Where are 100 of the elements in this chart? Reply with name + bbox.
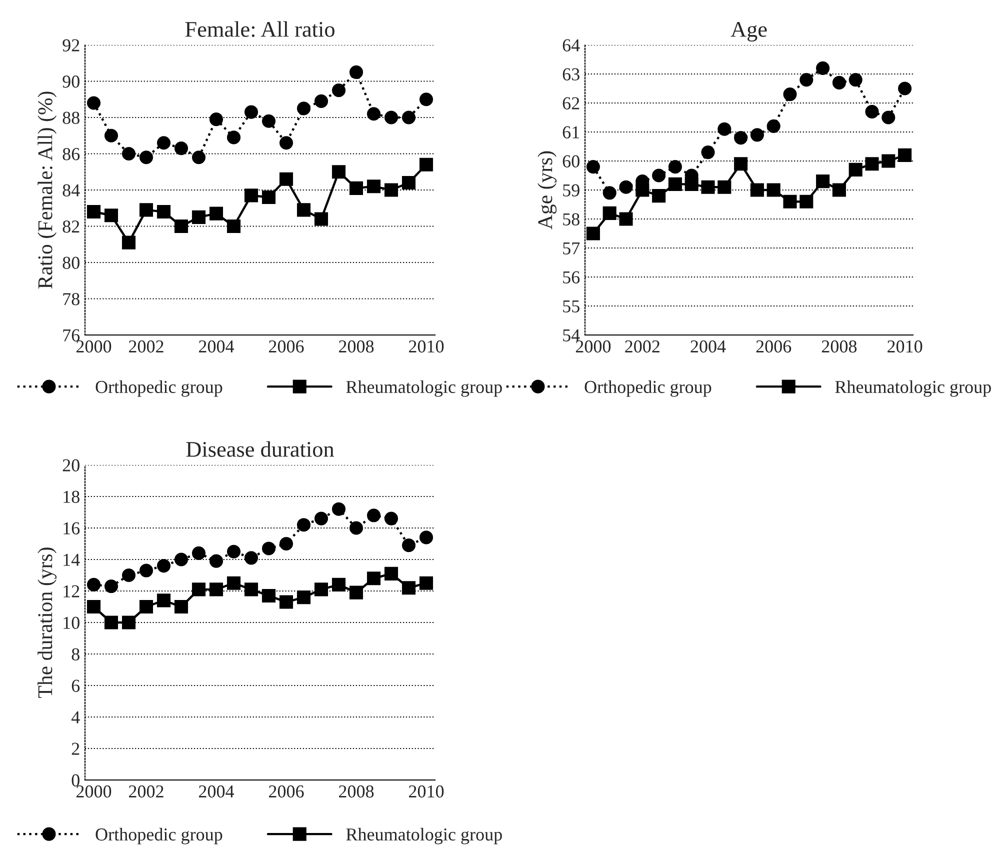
point [701, 180, 715, 194]
point [156, 136, 171, 150]
point [783, 88, 797, 102]
point [652, 168, 666, 182]
point [652, 189, 666, 203]
point [766, 183, 780, 197]
point [586, 226, 600, 240]
point [332, 165, 346, 179]
y-tick-label: 10 [64, 616, 80, 629]
x-tick-label: 2006 [756, 340, 792, 353]
y-tick-label: 62 [562, 97, 580, 110]
point [349, 586, 364, 600]
point [619, 180, 633, 194]
point [192, 150, 206, 164]
point [262, 114, 276, 128]
x-tick-label: 2002 [128, 785, 164, 798]
y-tick-label: 90 [62, 76, 80, 88]
point [668, 177, 682, 191]
point [848, 73, 862, 87]
point [296, 518, 311, 532]
y-tick-label: 80 [62, 256, 80, 269]
point [262, 588, 276, 602]
point [314, 582, 328, 596]
legend-label: Orthopedic group [584, 380, 712, 397]
x-tick-label: 2000 [76, 785, 112, 798]
y-tick-label: 78 [63, 293, 80, 306]
point [139, 203, 154, 217]
x-tick-label: 2010 [888, 340, 922, 353]
y-tick-label: 58 [563, 213, 580, 226]
y-axis-title: Ratio (Female: All) (%) [38, 92, 57, 289]
point [192, 546, 206, 560]
point [332, 84, 346, 98]
point [419, 92, 434, 106]
point [848, 162, 862, 176]
point [86, 578, 101, 592]
y-tick-label: 60 [562, 155, 580, 168]
point [402, 110, 416, 124]
x-tick-label: 2010 [408, 785, 444, 798]
point [701, 146, 715, 160]
point [419, 158, 434, 172]
y-tick-label: 64 [562, 39, 580, 52]
y-tick-label: 88 [62, 112, 80, 124]
point [816, 174, 830, 188]
point [262, 542, 276, 556]
x-tick-label: 2006 [268, 785, 304, 798]
y-tick-label: 0 [72, 774, 80, 786]
point [279, 595, 294, 609]
point [244, 105, 258, 119]
point [226, 544, 241, 558]
point [366, 572, 381, 586]
y-tick-label: 63 [562, 68, 580, 80]
point [384, 512, 398, 526]
point [865, 157, 879, 171]
chart-title: Female: All ratio [185, 21, 334, 37]
point [419, 530, 434, 544]
point [619, 212, 633, 226]
point [86, 204, 101, 219]
point [750, 128, 764, 142]
point [349, 65, 364, 79]
point [734, 131, 748, 145]
x-tick-label: 2004 [198, 340, 234, 353]
y-tick-label: 59 [563, 184, 580, 196]
y-tick-label: 18 [64, 490, 80, 503]
y-tick-label: 4 [71, 711, 80, 724]
point [366, 107, 381, 121]
point [384, 566, 398, 580]
point [209, 554, 224, 568]
point [244, 551, 258, 565]
point [174, 552, 188, 566]
point [122, 568, 136, 582]
point [226, 576, 241, 590]
y-tick-label: 82 [62, 220, 80, 233]
point [419, 576, 434, 590]
point [156, 594, 171, 608]
point [898, 82, 912, 96]
legend-label: Rheumatologic group [835, 380, 991, 397]
x-tick-label: 2008 [822, 340, 857, 353]
point [209, 206, 224, 220]
point [262, 190, 276, 204]
point [86, 96, 101, 110]
point [832, 183, 846, 197]
x-tick-label: 2004 [198, 785, 234, 798]
point [156, 204, 171, 219]
chart-title: Disease duration [186, 441, 334, 457]
y-tick-label: 2 [72, 742, 80, 755]
point [209, 112, 224, 126]
y-tick-label: 61 [562, 126, 580, 138]
legend-label: Rheumatologic group [346, 828, 502, 844]
point [766, 119, 780, 133]
legend-label: Orthopedic group [96, 380, 222, 397]
y-tick-label: 14 [64, 554, 80, 566]
point [586, 160, 600, 174]
point [296, 102, 311, 116]
point [122, 146, 136, 161]
y-tick-label: 92 [62, 39, 80, 52]
point [332, 502, 346, 516]
y-axis-title: The duration (yrs) [38, 548, 57, 698]
point [800, 73, 814, 87]
point [882, 110, 896, 124]
point [402, 538, 416, 552]
